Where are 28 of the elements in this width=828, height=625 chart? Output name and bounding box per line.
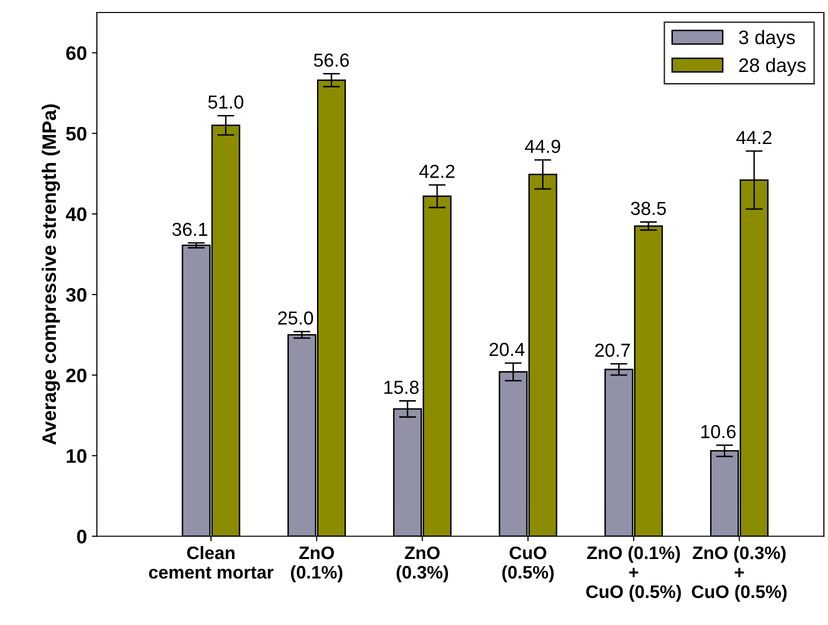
y-tick-label: 40 [66,207,86,222]
data-label: 44.2 [736,130,772,144]
data-label: 20.4 [490,342,525,356]
x-tick-label: CuO (0.5%) [502,546,554,582]
data-label: 20.7 [595,344,630,357]
x-tick-label: ZnO (0.1%) [290,546,342,582]
data-label: 42.2 [419,164,454,178]
y-tick-label: 10 [66,449,86,463]
data-label: 38.5 [630,202,666,216]
x-tick-label: ZnO (0.3%) + CuO (0.5%) [692,546,787,602]
x-tick-label: ZnO (0.1%) + CuO (0.5%) [586,546,681,602]
x-tick-label: Clean cement mortar [148,546,274,579]
data-label: 15.8 [384,380,419,394]
data-label: 10.6 [701,424,736,438]
data-label: 56.6 [314,54,349,67]
legend-label: 28 days [739,58,806,76]
y-tick-label: 60 [66,46,86,60]
data-label: 51.0 [208,95,244,109]
y-tick-label: 20 [66,368,86,382]
y-tick-label: 50 [66,126,86,141]
y-axis-title: Average compressive strength (MPa) [42,104,60,445]
legend-label: 3 days [739,30,795,48]
y-tick-label: 30 [66,288,86,302]
data-label: 36.1 [172,222,208,236]
data-label: 25.0 [278,311,314,325]
x-tick-label: ZnO (0.3%) [396,546,448,582]
data-label: 44.9 [524,140,560,154]
y-tick-label: 0 [77,530,86,544]
